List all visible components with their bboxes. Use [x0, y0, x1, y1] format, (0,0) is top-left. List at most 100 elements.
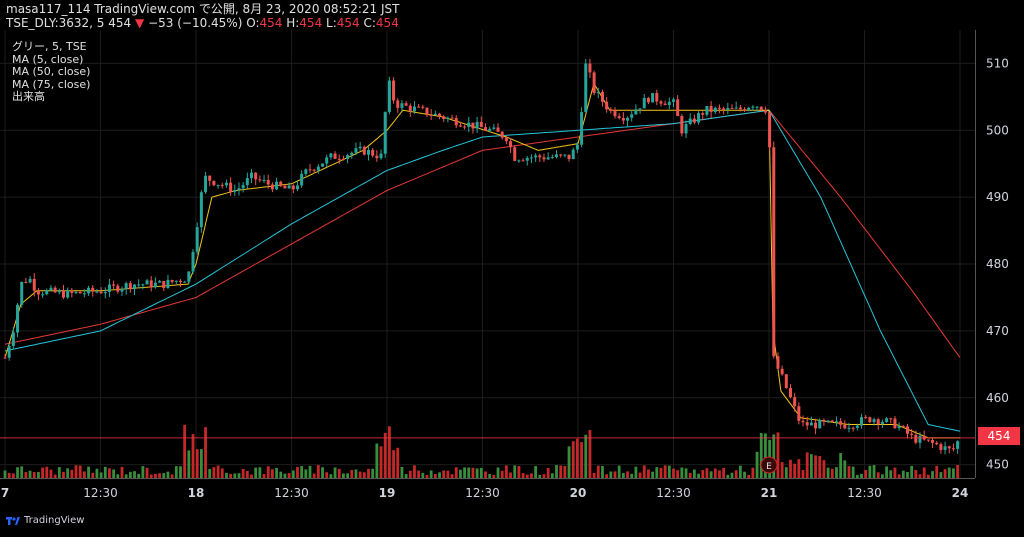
price-axis[interactable]: 510 500 490 480 470 460 450 — [986, 56, 1009, 471]
legend-ma5[interactable]: MA (5, close) — [12, 52, 84, 66]
volume-bar — [3, 470, 7, 478]
candle-body — [158, 280, 162, 283]
candle-body — [513, 147, 517, 161]
candle-body — [229, 182, 233, 192]
candle-body — [642, 97, 646, 109]
candle-body — [559, 154, 563, 156]
volume-bar — [730, 472, 734, 478]
chart-header: masa117_114 TradingView.com で公開, 8月 23, … — [6, 2, 399, 30]
volume-bar — [433, 473, 437, 478]
candle-body — [517, 160, 521, 162]
volume-bar — [283, 473, 287, 478]
candle-body — [304, 169, 308, 174]
volume-bar — [271, 469, 274, 478]
candle-body — [16, 304, 20, 333]
time-axis[interactable]: 7 12:30 18 12:30 19 12:30 20 12:30 21 12:30 24 — [1, 486, 969, 500]
volume-bar — [400, 466, 404, 478]
candle-body — [392, 80, 396, 101]
volume-bar — [956, 465, 960, 478]
earnings-marker[interactable]: E — [760, 456, 778, 474]
volume-bar — [57, 467, 61, 478]
y-tick-label: 510 — [986, 56, 1009, 70]
footer-branding[interactable]: TradingView — [6, 515, 84, 526]
volume-bar — [855, 474, 859, 478]
candle-body — [584, 63, 588, 113]
volume-bar — [170, 474, 174, 478]
volume-bar — [947, 467, 951, 478]
indicator-legend[interactable]: グリー, 5, TSE MA (5, close) MA (50, close)… — [12, 40, 91, 104]
legend-volume[interactable]: 出来高 — [12, 90, 45, 103]
candle-body — [563, 154, 567, 156]
change-down-icon: ▼ — [135, 16, 145, 30]
volume-bar — [504, 465, 508, 478]
candle-body — [266, 179, 270, 185]
candle-body — [212, 180, 216, 186]
volume-bar — [16, 467, 19, 478]
volume-bar — [45, 466, 49, 478]
candle-body — [112, 284, 116, 286]
candle-body — [860, 417, 864, 426]
candle-body — [241, 185, 245, 189]
candle-body — [672, 99, 675, 102]
candle-body — [291, 185, 295, 190]
volume-bar — [734, 470, 738, 478]
volume-bar — [517, 466, 521, 478]
candle-body — [379, 153, 383, 159]
candle-body — [801, 420, 805, 423]
candle-body — [82, 293, 86, 295]
volume-bar — [392, 450, 395, 478]
volume-bar — [354, 469, 358, 478]
y-tick-label: 460 — [986, 391, 1009, 405]
volume-bar — [738, 465, 742, 478]
candle-body — [216, 184, 220, 186]
legend-ma75[interactable]: MA (75, close) — [12, 77, 91, 91]
volume-bar — [250, 474, 253, 478]
volume-bar — [179, 466, 182, 478]
candle-body — [788, 388, 792, 398]
candle-body — [755, 106, 759, 108]
candle-body — [529, 157, 533, 159]
volume-bar — [346, 473, 350, 478]
x-tick-label: 12:30 — [83, 486, 118, 500]
volume-bar — [362, 472, 366, 478]
volume-bar — [375, 443, 379, 478]
candle-body — [471, 122, 475, 129]
x-tick-label: 12:30 — [274, 486, 309, 500]
volume-bar — [634, 466, 638, 478]
volume-bar — [580, 442, 583, 478]
candle-body — [404, 103, 408, 106]
volume-bar — [563, 466, 567, 478]
legend-series-title[interactable]: グリー, 5, TSE — [12, 40, 87, 53]
legend-ma50[interactable]: MA (50, close) — [12, 65, 91, 78]
candle-body — [864, 417, 868, 419]
candle-body — [596, 91, 600, 93]
volume-bar — [530, 473, 533, 478]
volume-bar — [818, 456, 822, 478]
volume-bar — [174, 466, 178, 478]
candle-body — [500, 131, 504, 138]
volume-bar — [425, 474, 429, 478]
candle-body — [814, 422, 818, 429]
volume-bar — [28, 470, 32, 478]
candle-body — [613, 109, 617, 117]
candle-body — [626, 117, 630, 121]
volume-bar — [864, 469, 868, 478]
candle-body — [95, 291, 99, 293]
candle-body — [116, 285, 120, 292]
chart-grid — [0, 30, 975, 478]
candle-body — [730, 107, 734, 109]
low-value: 454 — [336, 16, 360, 30]
volume-bar — [935, 465, 939, 478]
volume-bar — [463, 467, 466, 478]
candle-body — [492, 127, 496, 129]
volume-bar — [764, 433, 767, 478]
volume-bar — [183, 424, 187, 478]
candle-body — [542, 157, 546, 160]
candle-body — [396, 100, 400, 108]
volume-bar — [906, 472, 909, 478]
candle-body — [918, 436, 922, 443]
candle-body — [237, 188, 241, 191]
candle-body — [897, 426, 901, 429]
candle-body — [178, 280, 182, 283]
